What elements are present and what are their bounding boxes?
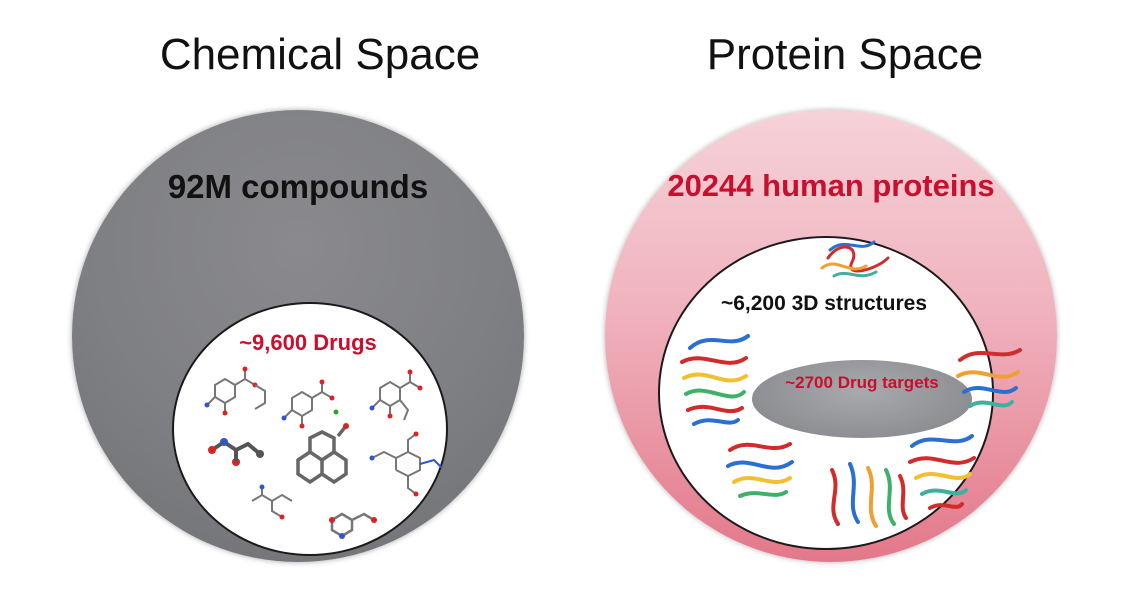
molecule-structure-icon	[280, 378, 339, 430]
drugs-count-label: ~9,600 Drugs	[239, 330, 377, 355]
protein-ribbon-icon	[956, 348, 1022, 408]
protein-ribbon-icon	[680, 334, 750, 426]
chemical-space-title: Chemical Space	[159, 30, 481, 79]
molecule-structure-icon	[208, 438, 264, 466]
compounds-count-label: 92M compounds	[167, 168, 429, 205]
drug-targets-ellipse	[752, 360, 972, 438]
molecule-structure-icon	[369, 431, 443, 497]
protein-space-title: Protein Space	[706, 30, 984, 79]
human-proteins-count-label: 20244 human proteins	[667, 168, 995, 203]
protein-ribbon-icon	[820, 240, 890, 278]
molecule-structure-icon	[296, 423, 349, 485]
molecule-structure-icon	[329, 512, 377, 539]
molecule-structure-icon	[203, 365, 266, 417]
structures-count-label: ~6,200 3D structures	[720, 292, 928, 315]
molecule-structure-icon	[368, 368, 424, 421]
drug-targets-label: ~2700 Drug targets	[785, 373, 939, 392]
drugs-inner-circle	[172, 302, 448, 556]
protein-ribbon-icon	[908, 434, 976, 510]
protein-ribbon-icon	[830, 462, 908, 528]
molecule-structure-icon	[251, 484, 293, 520]
protein-ribbon-icon	[726, 442, 794, 498]
